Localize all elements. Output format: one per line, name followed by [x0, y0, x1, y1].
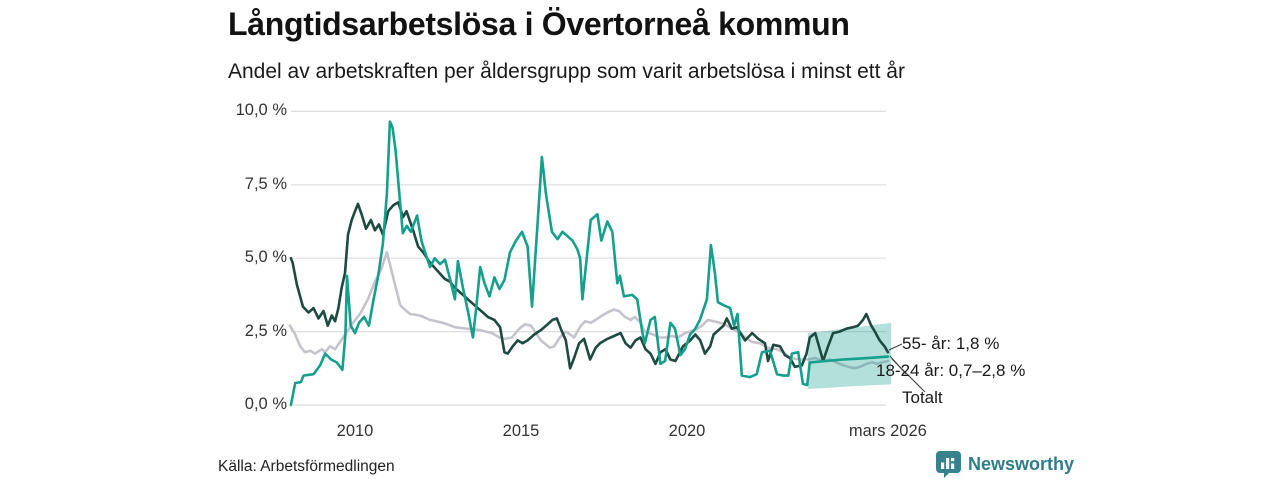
- y-axis-tick-label: 7,5 %: [244, 174, 287, 193]
- y-axis-tick-label: 2,5 %: [244, 321, 287, 340]
- series-end-label-18-24: 18-24 år: 0,7–2,8 %: [876, 361, 1026, 380]
- y-axis-tick-label: 10,0 %: [235, 101, 287, 120]
- chart-title: Långtidsarbetslösa i Övertorneå kommun: [228, 6, 850, 42]
- series-end-label-total: Totalt: [902, 388, 943, 407]
- confidence-band-18-24: [807, 322, 892, 389]
- newsworthy-logo-icon: [936, 451, 961, 478]
- series-line-18-24: [289, 120, 890, 407]
- y-axis-tick-label: 5,0 %: [244, 248, 287, 267]
- x-axis-tick-label: 2020: [668, 422, 706, 440]
- x-axis-tick-label: 2010: [336, 422, 374, 440]
- newsworthy-wordmark: Newsworthy: [968, 454, 1075, 474]
- newsworthy-brand: Newsworthy: [936, 451, 1074, 478]
- y-axis-tick-label: 0,0 %: [244, 395, 287, 414]
- x-axis-tick-label: mars 2026: [848, 422, 927, 440]
- chart-subtitle: Andel av arbetskraften per åldersgrupp s…: [228, 60, 905, 83]
- x-axis-tick-label: 2015: [502, 422, 540, 440]
- series-end-label-55: 55- år: 1,8 %: [902, 334, 1000, 353]
- label-leader-line: [888, 343, 903, 351]
- source-note: Källa: Arbetsförmedlingen: [218, 458, 395, 475]
- label-leader-line: [891, 358, 926, 393]
